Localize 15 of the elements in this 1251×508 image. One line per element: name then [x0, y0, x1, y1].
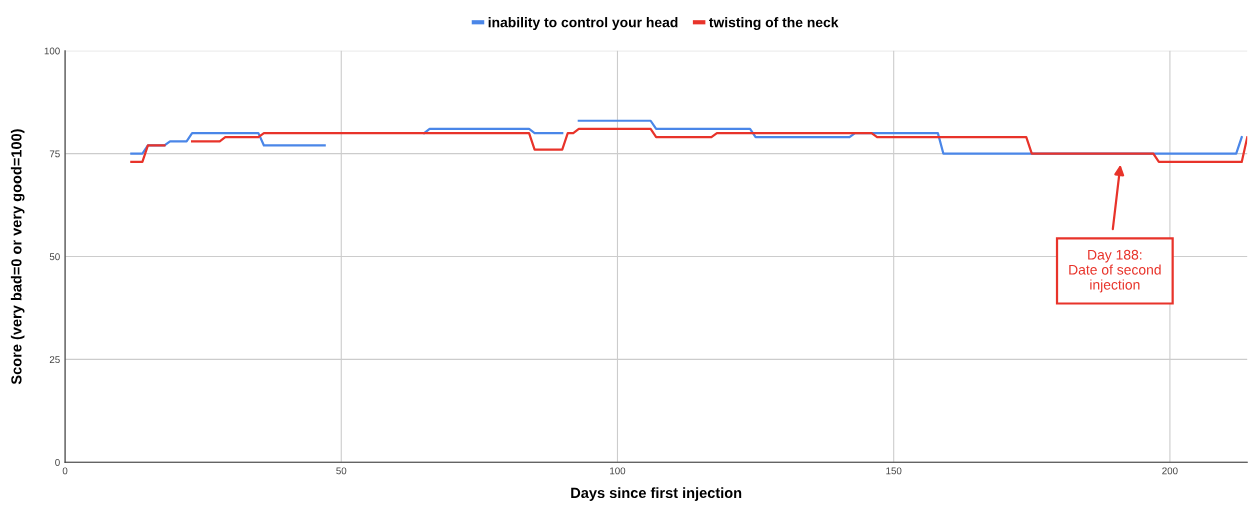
y-tick-label: 100 [44, 47, 60, 55]
y-axis-title: Score (very bad=0 or very good=100) [10, 129, 25, 385]
x-axis-title: Days since first injection [571, 487, 742, 501]
x-tick-label: 50 [336, 467, 347, 475]
legend-label: twisting of the neck [709, 17, 839, 31]
x-tick-label: 200 [1162, 467, 1178, 475]
y-tick-label: 75 [49, 150, 60, 158]
annotation: Day 188: Date of second injection [1069, 249, 1161, 293]
x-tick-label: 150 [886, 467, 902, 475]
y-tick-label: 0 [55, 459, 60, 466]
x-tick-label: 100 [610, 467, 626, 475]
legend-label: inability to control your head [488, 17, 678, 31]
y-tick-label: 50 [49, 253, 60, 261]
x-tick-label: 0 [62, 467, 68, 475]
y-tick-label: 25 [49, 356, 60, 364]
